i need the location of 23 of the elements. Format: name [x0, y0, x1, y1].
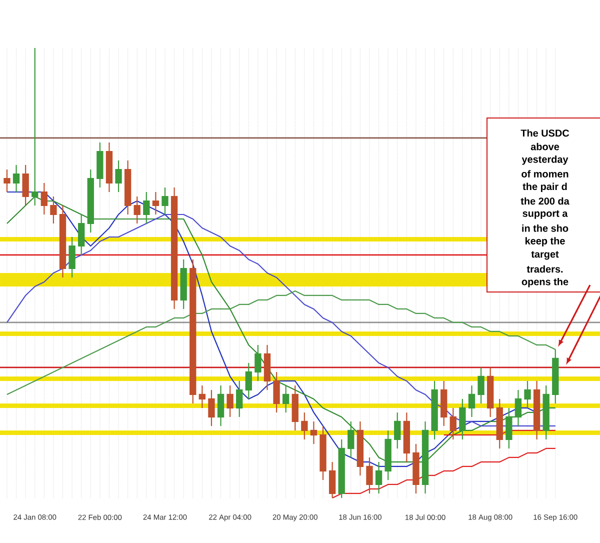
- candlestick: [375, 461, 382, 494]
- annotation: of momen: [522, 170, 568, 178]
- candlestick: [310, 420, 318, 445]
- annotation: target: [531, 251, 559, 260]
- annotation: the pair d: [522, 182, 567, 192]
- candlestick: [106, 142, 113, 193]
- annotation: yesterday: [522, 156, 568, 165]
- candlestick: [59, 204, 66, 278]
- annotation: in the sho: [522, 224, 568, 232]
- candlestick: [264, 344, 271, 391]
- candlestick: [422, 420, 429, 494]
- annotation: keep the: [525, 237, 565, 246]
- annotation: opens the: [522, 278, 568, 288]
- annotation: traders.: [526, 265, 563, 273]
- annotation: above: [530, 142, 560, 150]
- candlestick: [12, 164, 20, 193]
- annotation: support a: [522, 210, 568, 219]
- candlestick: [468, 384, 476, 418]
- annotation: The USDC: [520, 129, 570, 137]
- annotation: the 200 da: [520, 197, 570, 205]
- candlestick: [514, 389, 522, 427]
- candlestick: [217, 384, 224, 427]
- candlestick: [170, 186, 178, 310]
